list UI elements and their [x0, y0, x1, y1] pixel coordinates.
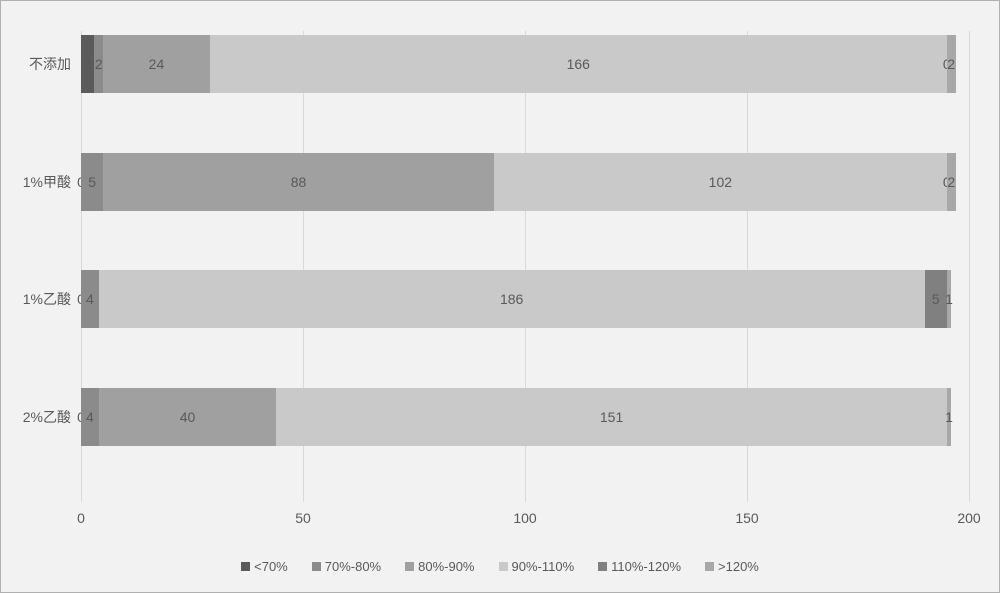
legend-item: <70%	[241, 559, 288, 574]
legend-label: <70%	[254, 559, 288, 574]
bar-value-label: 4	[86, 409, 94, 425]
bar-segment: 1	[947, 270, 951, 328]
bar-segment: 166	[210, 35, 947, 93]
legend-swatch	[405, 562, 414, 571]
bar-value-label: 5	[88, 174, 96, 190]
bar-segment: 4	[81, 388, 99, 446]
legend-item: 90%-110%	[499, 559, 575, 574]
bar-value-label: 3	[84, 56, 92, 72]
bar-value-label: 186	[500, 291, 523, 307]
legend: <70% 70%-80% 80%-90% 90%-110% 110%-120% …	[1, 559, 999, 574]
bar-segment: 2	[947, 153, 956, 211]
bar-segment: 186	[99, 270, 925, 328]
bar-segment: 2	[94, 35, 103, 93]
gridline	[969, 31, 970, 502]
bar-row-3: 2%乙酸 04401511	[81, 388, 969, 446]
bar-segment: 2	[947, 35, 956, 93]
bar-segment: 4	[81, 270, 99, 328]
bar-value-label: 40	[180, 409, 196, 425]
legend-swatch	[312, 562, 321, 571]
bar-segment: 24	[103, 35, 210, 93]
category-label: 1%甲酸	[6, 153, 81, 211]
legend-swatch	[598, 562, 607, 571]
legend-label: 110%-120%	[611, 559, 681, 574]
bar-segment: 3	[81, 35, 94, 93]
bar-value-label: 1	[945, 409, 953, 425]
bar-value-label: 4	[86, 291, 94, 307]
bar-value-label: 2	[95, 56, 103, 72]
bar-segment: 40	[99, 388, 277, 446]
bar-value-label: 166	[567, 56, 590, 72]
category-label: 1%乙酸	[6, 270, 81, 328]
legend-label: >120%	[718, 559, 759, 574]
bar-row-0: 不添加 322416602	[81, 35, 969, 93]
bar-segment: 88	[103, 153, 494, 211]
category-label: 不添加	[6, 35, 81, 93]
legend-item: 110%-120%	[598, 559, 681, 574]
bar-segment: 102	[494, 153, 947, 211]
bar-segment: 5	[81, 153, 103, 211]
legend-item: 70%-80%	[312, 559, 381, 574]
bar-value-label: 2	[947, 56, 955, 72]
chart-container: 0 50 100 150 200 不添加 322416602 1%甲酸 0588…	[0, 0, 1000, 593]
legend-swatch	[705, 562, 714, 571]
bar-value-label: 88	[291, 174, 307, 190]
legend-swatch	[241, 562, 250, 571]
legend-label: 70%-80%	[325, 559, 381, 574]
legend-swatch	[499, 562, 508, 571]
plot-area: 0 50 100 150 200 不添加 322416602 1%甲酸 0588…	[81, 31, 969, 502]
x-tick-label: 200	[957, 510, 980, 526]
x-tick-label: 50	[295, 510, 311, 526]
bar-segment: 1	[947, 388, 951, 446]
legend-item: 80%-90%	[405, 559, 474, 574]
bar-segment: 5	[925, 270, 947, 328]
legend-label: 80%-90%	[418, 559, 474, 574]
bar-value-label: 5	[932, 291, 940, 307]
bar-value-label: 2	[947, 174, 955, 190]
bar-row-1: 1%甲酸 058810202	[81, 153, 969, 211]
bar-segment: 151	[276, 388, 946, 446]
x-tick-label: 0	[77, 510, 85, 526]
x-tick-label: 150	[735, 510, 758, 526]
legend-label: 90%-110%	[512, 559, 575, 574]
bar-value-label: 151	[600, 409, 623, 425]
bar-value-label: 102	[709, 174, 732, 190]
bar-value-label: 1	[945, 291, 953, 307]
x-tick-label: 100	[513, 510, 536, 526]
category-label: 2%乙酸	[6, 388, 81, 446]
bar-row-2: 1%乙酸 0418651	[81, 270, 969, 328]
legend-item: >120%	[705, 559, 759, 574]
bar-value-label: 24	[149, 56, 165, 72]
